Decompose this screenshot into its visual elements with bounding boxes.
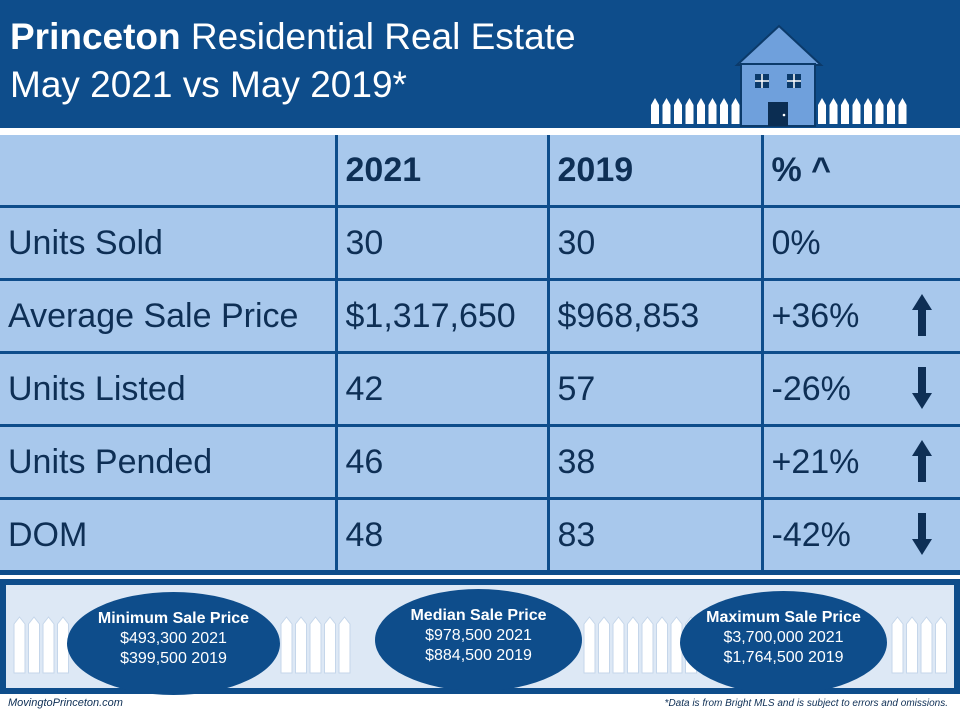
- fence-picket: [898, 98, 907, 124]
- table-row: Units Pended 46 38 +21%: [0, 424, 960, 500]
- fence-picket: [906, 616, 918, 674]
- cell-2019: 83: [546, 497, 764, 573]
- fence-picket: [28, 616, 40, 674]
- cell-2019: $968,853: [546, 278, 764, 354]
- median-price-title: Median Sale Price: [410, 607, 547, 624]
- median-price-2021: $978,500 2021: [425, 627, 532, 644]
- fence-picket: [875, 98, 884, 124]
- fence-picket: [295, 616, 307, 674]
- fence-picket: [685, 98, 694, 124]
- fence-picket: [583, 616, 596, 674]
- title-bold: Princeton: [10, 16, 181, 57]
- median-price-oval: Median Sale Price $978,500 2021 $884,500…: [375, 589, 582, 691]
- fence-picket: [720, 98, 728, 124]
- header-cell-2021: 2021: [334, 135, 550, 208]
- median-price-2019: $884,500 2019: [425, 647, 532, 664]
- fence-picket: [338, 616, 351, 674]
- website-link[interactable]: MovingtoPrinceton.com: [8, 697, 123, 709]
- cell-2021: 46: [334, 424, 550, 500]
- min-price-title: Minimum Sale Price: [97, 610, 250, 627]
- fence-picket: [841, 98, 849, 124]
- fence-picket: [731, 98, 740, 124]
- fence-picket: [309, 616, 322, 674]
- fence-picket: [324, 616, 336, 674]
- max-price-title: Maximum Sale Price: [706, 609, 861, 626]
- arrow-up-icon: [912, 294, 932, 336]
- cell-percent: +21%: [760, 424, 960, 500]
- header-cell-blank: [0, 135, 338, 208]
- cell-2019: 57: [546, 351, 764, 427]
- header-cell-2019: 2019: [546, 135, 764, 208]
- min-price-2019: $399,500 2019: [120, 650, 227, 667]
- row-label: Units Pended: [0, 424, 338, 500]
- picket-fence-icon: [818, 98, 907, 124]
- cell-2021: $1,317,650: [334, 278, 550, 354]
- picket-fence-icon: [651, 98, 740, 124]
- fence-picket: [42, 616, 55, 674]
- fence-picket: [627, 616, 639, 674]
- fence-picket: [887, 98, 895, 124]
- fence-picket: [697, 98, 705, 124]
- cell-2021: 48: [334, 497, 550, 573]
- fence-picket: [818, 98, 826, 124]
- title-rest: Residential Real Estate: [180, 16, 576, 57]
- table-header-row: 2021 2019 % ^: [0, 135, 960, 208]
- max-price-2019: $1,764,500 2019: [723, 649, 844, 666]
- cell-2019: 30: [546, 205, 764, 281]
- header-cell-percent: % ^: [760, 135, 960, 208]
- min-price-oval: Minimum Sale Price $493,300 2021 $399,50…: [67, 592, 280, 695]
- house-icon: [651, 24, 907, 127]
- fence-picket: [920, 616, 933, 674]
- table-row: Units Sold 30 30 0%: [0, 205, 960, 281]
- fence-picket: [674, 98, 682, 124]
- header-banner: Princeton Residential Real Estate May 20…: [0, 0, 960, 128]
- row-label: Average Sale Price: [0, 278, 338, 354]
- fence-picket: [651, 98, 659, 124]
- row-label: Units Sold: [0, 205, 338, 281]
- table-row: Units Listed 42 57 -26%: [0, 351, 960, 427]
- cell-2019: 38: [546, 424, 764, 500]
- stats-table-panel: 2021 2019 % ^ Units Sold 30 30 0% Averag…: [0, 135, 960, 575]
- arrow-down-icon: [912, 367, 932, 409]
- fence-picket: [864, 98, 872, 124]
- cell-percent: 0%: [760, 205, 960, 281]
- fence-picket: [829, 98, 838, 124]
- fence-picket: [13, 616, 26, 674]
- stats-table: 2021 2019 % ^ Units Sold 30 30 0% Averag…: [0, 135, 960, 573]
- cell-2021: 30: [334, 205, 550, 281]
- page-subtitle: May 2021 vs May 2019*: [10, 64, 407, 105]
- max-price-oval: Maximum Sale Price $3,700,000 2021 $1,76…: [680, 591, 887, 694]
- cell-percent: -42%: [760, 497, 960, 573]
- cell-percent: -26%: [760, 351, 960, 427]
- fence-picket: [852, 98, 861, 124]
- cell-2021: 42: [334, 351, 550, 427]
- fence-picket: [708, 98, 717, 124]
- min-price-2021: $493,300 2021: [120, 630, 227, 647]
- row-label: DOM: [0, 497, 338, 573]
- max-price-2021: $3,700,000 2021: [723, 629, 844, 646]
- disclaimer-text: *Data is from Bright MLS and is subject …: [664, 698, 948, 709]
- table-row: DOM 48 83 -42%: [0, 497, 960, 573]
- arrow-up-icon: [912, 440, 932, 482]
- fence-picket: [656, 616, 668, 674]
- row-label: Units Listed: [0, 351, 338, 427]
- fence-picket: [280, 616, 293, 674]
- fence-picket: [662, 98, 671, 124]
- table-row: Average Sale Price $1,317,650 $968,853 +…: [0, 278, 960, 354]
- arrow-down-icon: [912, 513, 932, 555]
- cell-percent: +36%: [760, 278, 960, 354]
- fence-picket: [641, 616, 654, 674]
- fence-picket: [891, 616, 904, 674]
- page-title: Princeton Residential Real Estate: [10, 16, 576, 58]
- fence-picket: [598, 616, 610, 674]
- fence-picket: [612, 616, 625, 674]
- fence-picket: [935, 616, 947, 674]
